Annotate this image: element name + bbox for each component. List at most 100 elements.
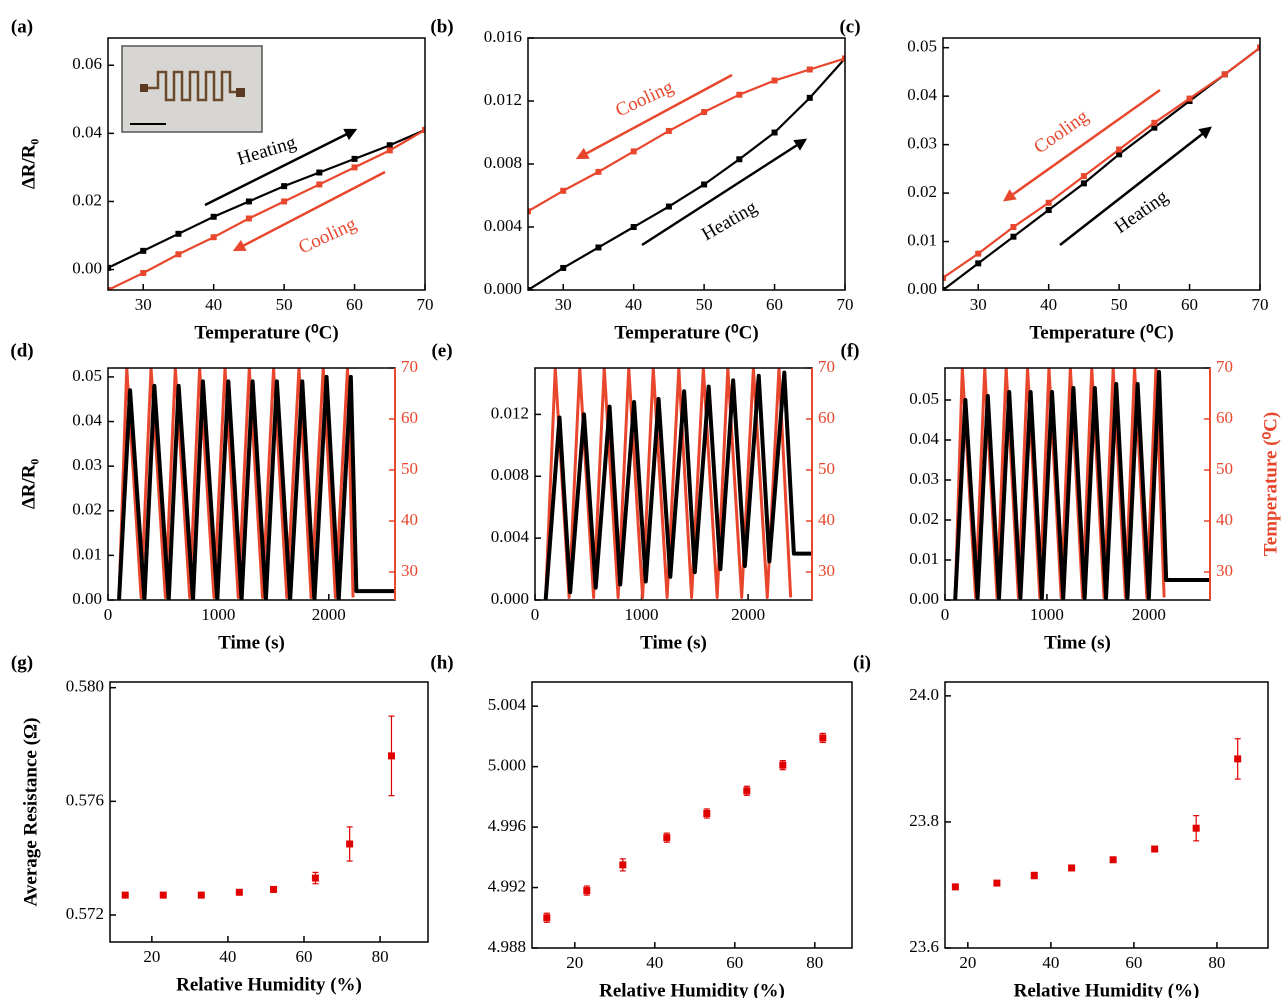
series-marker [736,156,743,163]
x-axis-title: Relative Humidity (%) [599,980,785,998]
y-tick-label: 0.000 [484,279,522,298]
scatter-point [387,752,395,760]
panel-label: (g) [11,652,33,673]
series-marker [1045,199,1052,206]
y2-axis-title: Temperature (⁰C) [1260,412,1281,556]
scatter-point [703,809,711,817]
series-marker [943,274,946,281]
scatter-point [121,891,129,899]
y-tick-label: 0.01 [72,544,102,563]
y-tick-label: 0.04 [907,85,937,104]
series-marker [1257,44,1260,51]
x-tick-label: 80 [1208,953,1225,972]
plot-area [543,732,827,923]
y-tick-label: 0.01 [907,230,937,249]
x-tick-label: 40 [1040,295,1057,314]
plot-area [121,715,395,899]
inset-photo [121,45,263,133]
series-marker [351,155,358,162]
y2-tick-label: 30 [1216,561,1233,580]
series-marker [595,168,602,175]
x-tick-label: 0 [531,605,540,624]
x-axis-title: Time (s) [1044,632,1111,653]
x-tick-label: 50 [1111,295,1128,314]
x-axis-title: Relative Humidity (%) [1014,980,1200,998]
x-tick-label: 20 [143,947,160,966]
annotation-arrow [1002,88,1161,202]
panel-label: (a) [11,16,33,37]
series-marker [140,269,147,276]
x-tick-label: 60 [1125,953,1142,972]
x-tick-label: 50 [696,295,713,314]
series-marker [736,91,743,98]
series-line [528,57,845,213]
plot-area [943,44,1260,290]
y-axis-title: ΔR/R₀ [18,459,39,510]
x-axis-title: Temperature (⁰C) [194,322,338,343]
annotation-arrow [1059,126,1212,246]
x-tick-label: 2000 [731,605,765,624]
panel-label: (h) [430,652,453,673]
y-tick-label: 0.012 [484,90,522,109]
x-axis-title: Temperature (⁰C) [1029,322,1173,343]
series-marker [560,264,567,271]
y2-tick-label: 60 [1216,408,1233,427]
annotation: Cooling [295,213,360,258]
series-marker [245,198,252,205]
scatter-point [743,787,751,795]
series-marker [316,181,323,188]
panel-label: (b) [430,16,453,37]
scatter-point [346,840,354,848]
x-tick-label: 40 [1042,953,1059,972]
series-marker [630,224,637,230]
series-marker [701,109,708,116]
inset-pad [236,88,245,97]
series-marker [528,287,531,290]
panel-label: (d) [10,340,33,361]
series-marker [210,213,217,220]
x-tick-label: 40 [219,947,236,966]
x-tick-label: 40 [646,953,663,972]
y2-tick-label: 40 [401,510,418,529]
x-tick-label: 0 [104,605,113,624]
y-tick-label: 0.00 [72,258,102,277]
y-tick-label: 5.004 [488,695,527,714]
series-marker [351,164,358,171]
y-tick-label: 0.05 [909,389,939,408]
x-tick-label: 20 [959,953,976,972]
series-marker [108,264,111,271]
y-tick-label: 4.988 [488,937,526,956]
y2-tick-label: 70 [1216,357,1233,376]
y-tick-label: 0.03 [909,469,939,488]
panel: (b) 30 40 50 60 70 0.000 0.004 0.008 0.012 0.016 Te… [430,16,853,343]
series-marker [1151,124,1158,131]
inset-meander [146,70,238,102]
series-marker [108,287,111,290]
scatter-point [993,879,1001,887]
series-marker [975,250,982,257]
panel-label: (e) [431,340,452,361]
series-marker [281,183,288,190]
scatter-point [1109,856,1117,864]
x-tick-label: 60 [726,953,743,972]
x-tick-label: 60 [1181,295,1198,314]
series-marker [842,55,845,62]
y-tick-label: 0.00 [907,279,937,298]
y-tick-label: 23.6 [909,937,939,956]
plot-area [117,368,395,600]
y-tick-label: 0.02 [72,500,102,519]
annotation-arrow [641,138,808,247]
y2-tick-label: 30 [818,561,835,580]
y-tick-label: 0.004 [484,216,523,235]
panel: (f) 0 1000 2000 0.00 0.01 0.02 0.03 0.04 0.05 30 40… [841,340,1282,653]
annotation-arrow [204,128,358,207]
y2-tick-label: 50 [401,459,418,478]
series-marker [943,287,946,290]
x-tick-label: 70 [837,295,854,314]
y-tick-label: 0.016 [484,27,522,46]
series-marker [806,66,813,73]
annotation: Heating [1111,186,1173,238]
series-line [108,128,425,269]
y-tick-label: 0.04 [909,429,939,448]
